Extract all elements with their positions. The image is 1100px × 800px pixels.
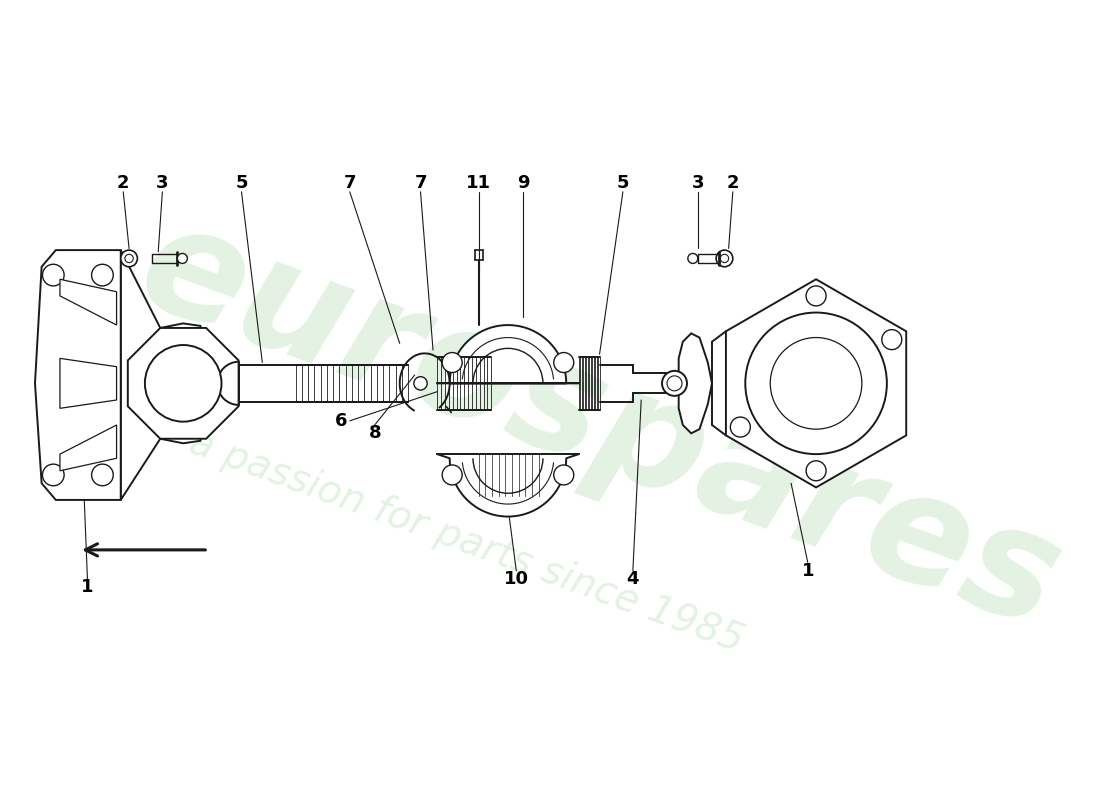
Circle shape xyxy=(882,330,902,350)
Circle shape xyxy=(91,464,113,486)
Circle shape xyxy=(91,264,113,286)
Circle shape xyxy=(414,377,427,390)
Text: 2: 2 xyxy=(117,174,130,193)
Text: 7: 7 xyxy=(343,174,356,193)
Circle shape xyxy=(770,338,862,429)
Text: 11: 11 xyxy=(466,174,492,193)
Text: eurospares: eurospares xyxy=(120,190,1079,660)
Polygon shape xyxy=(726,279,906,487)
Circle shape xyxy=(177,254,187,263)
Text: 8: 8 xyxy=(368,424,381,442)
Circle shape xyxy=(688,254,697,263)
Circle shape xyxy=(145,345,221,422)
Text: 5: 5 xyxy=(617,174,629,193)
Circle shape xyxy=(442,465,462,485)
Circle shape xyxy=(746,313,887,454)
Text: 3: 3 xyxy=(692,174,704,193)
Circle shape xyxy=(720,254,728,262)
Text: 5: 5 xyxy=(235,174,248,193)
Circle shape xyxy=(553,465,574,485)
Text: 4: 4 xyxy=(627,570,639,588)
Circle shape xyxy=(716,250,733,266)
Text: a passion for parts since 1985: a passion for parts since 1985 xyxy=(184,423,749,660)
Text: 7: 7 xyxy=(415,174,427,193)
Circle shape xyxy=(121,250,138,266)
Polygon shape xyxy=(60,358,117,408)
Polygon shape xyxy=(437,454,579,517)
Text: 10: 10 xyxy=(504,570,529,588)
Text: 1: 1 xyxy=(81,578,94,596)
Polygon shape xyxy=(60,425,117,470)
Text: 9: 9 xyxy=(517,174,529,193)
Polygon shape xyxy=(437,325,579,383)
Circle shape xyxy=(730,417,750,437)
Circle shape xyxy=(667,376,682,391)
Text: 2: 2 xyxy=(726,174,739,193)
Circle shape xyxy=(553,353,574,373)
Polygon shape xyxy=(35,250,121,500)
Circle shape xyxy=(125,254,133,262)
Circle shape xyxy=(43,264,64,286)
Polygon shape xyxy=(128,328,239,438)
Polygon shape xyxy=(679,334,712,434)
Polygon shape xyxy=(60,279,117,325)
Text: 6: 6 xyxy=(336,412,348,430)
Circle shape xyxy=(662,371,688,396)
Circle shape xyxy=(442,353,462,373)
Text: 1: 1 xyxy=(802,562,814,580)
Polygon shape xyxy=(121,250,200,500)
Circle shape xyxy=(43,464,64,486)
Circle shape xyxy=(806,461,826,481)
Text: 3: 3 xyxy=(156,174,168,193)
Circle shape xyxy=(806,286,826,306)
